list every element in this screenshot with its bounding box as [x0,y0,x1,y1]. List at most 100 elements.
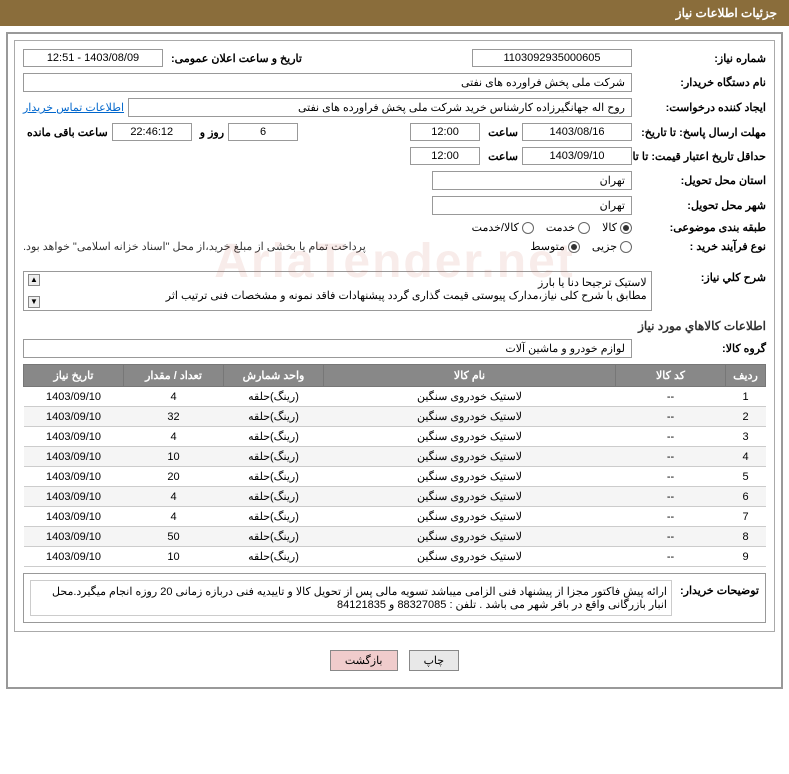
table-cell: 1403/09/10 [24,447,124,467]
buyer-org-value: شرکت ملی پخش فراورده های نفتی [23,73,632,92]
table-row: 8--لاستیک خودروی سنگین(رینگ)حلقه501403/0… [24,527,766,547]
table-cell: لاستیک خودروی سنگین [324,427,616,447]
category-radio-group: کالا خدمت کالا/خدمت [472,221,632,234]
table-cell: لاستیک خودروی سنگین [324,467,616,487]
table-cell: -- [616,487,726,507]
table-cell: 5 [726,467,766,487]
radio-both[interactable]: کالا/خدمت [472,221,534,234]
group-value: لوازم خودرو و ماشین آلات [23,339,632,358]
table-cell: 4 [726,447,766,467]
announce-value: 1403/08/09 - 12:51 [23,49,163,67]
table-cell: 1403/09/10 [24,527,124,547]
table-cell: -- [616,467,726,487]
category-label: طبقه بندی موضوعی: [636,221,766,234]
table-cell: (رینگ)حلقه [224,407,324,427]
scrollbar[interactable]: ▲ ▼ [26,274,40,308]
radio-service-label: خدمت [546,221,575,234]
table-row: 9--لاستیک خودروی سنگین(رینگ)حلقه101403/0… [24,547,766,567]
radio-dot-icon [620,222,632,234]
table-cell: -- [616,527,726,547]
radio-goods[interactable]: کالا [602,221,632,234]
table-cell: 6 [726,487,766,507]
radio-medium[interactable]: متوسط [530,240,580,253]
validity-time: 12:00 [410,147,480,165]
table-cell: 50 [124,527,224,547]
payment-note: پرداخت تمام یا بخشی از مبلغ خرید،از محل … [23,240,366,253]
scroll-down-icon[interactable]: ▼ [28,296,40,308]
buyer-notes-content: ارائه پیش فاکتور مجزا از پیشنهاد فنی الز… [30,580,672,616]
table-cell: (رینگ)حلقه [224,467,324,487]
deadline-label: مهلت ارسال پاسخ: تا تاریخ: [636,126,766,139]
table-cell: لاستیک خودروی سنگین [324,387,616,407]
table-row: 4--لاستیک خودروی سنگین(رینگ)حلقه101403/0… [24,447,766,467]
print-button[interactable]: چاپ [409,650,460,671]
table-row: 5--لاستیک خودروی سنگین(رینگ)حلقه201403/0… [24,467,766,487]
radio-service[interactable]: خدمت [546,221,590,234]
city-value: تهران [432,196,632,215]
details-box: شماره نیاز: 1103092935000605 تاریخ و ساع… [14,40,775,632]
table-cell: 9 [726,547,766,567]
table-cell: 1403/09/10 [24,427,124,447]
goods-section-title: اطلاعات کالاهاي مورد نياز [23,319,766,333]
deadline-date: 1403/08/16 [522,123,632,141]
table-cell: (رینگ)حلقه [224,447,324,467]
desc-title: شرح کلي نياز: [656,271,766,284]
time-label-1: ساعت [484,126,518,139]
days-and-label: روز و [196,126,224,139]
th-name: نام کالا [324,365,616,387]
buyer-notes-label: توضیحات خریدار: [680,580,759,616]
buyer-notes-box: توضیحات خریدار: ارائه پیش فاکتور مجزا از… [23,573,766,623]
table-cell: 8 [726,527,766,547]
days-remaining: 6 [228,123,298,141]
table-cell: لاستیک خودروی سنگین [324,487,616,507]
table-cell: 1403/09/10 [24,467,124,487]
table-cell: لاستیک خودروی سنگین [324,407,616,427]
table-cell: -- [616,447,726,467]
time-remaining: 22:46:12 [112,123,192,141]
group-label: گروه کالا: [636,342,766,355]
table-cell: (رینگ)حلقه [224,507,324,527]
table-cell: 2 [726,407,766,427]
table-cell: 4 [124,427,224,447]
table-cell: 20 [124,467,224,487]
table-cell: لاستیک خودروی سنگین [324,447,616,467]
table-cell: -- [616,507,726,527]
table-cell: (رینگ)حلقه [224,487,324,507]
page-header: جزئیات اطلاعات نیاز [0,0,789,26]
table-cell: -- [616,427,726,447]
table-cell: 1403/09/10 [24,387,124,407]
th-qty: تعداد / مقدار [124,365,224,387]
table-cell: 1403/09/10 [24,507,124,527]
buyer-contact-link[interactable]: اطلاعات تماس خریدار [23,101,124,114]
scroll-up-icon[interactable]: ▲ [28,274,40,286]
table-cell: 4 [124,507,224,527]
table-cell: 32 [124,407,224,427]
table-row: 6--لاستیک خودروی سنگین(رینگ)حلقه41403/09… [24,487,766,507]
table-cell: 3 [726,427,766,447]
page-title: جزئیات اطلاعات نیاز [676,6,777,20]
desc-text: لاستیک ترجیحا دنا یا بارز مطابق با شرح ک… [28,276,647,302]
table-cell: لاستیک خودروی سنگین [324,507,616,527]
city-label: شهر محل تحویل: [636,199,766,212]
table-cell: لاستیک خودروی سنگین [324,547,616,567]
table-cell: (رینگ)حلقه [224,427,324,447]
table-cell: 7 [726,507,766,527]
time-remaining-label: ساعت باقی مانده [23,126,108,139]
table-row: 1--لاستیک خودروی سنگین(رینگ)حلقه41403/09… [24,387,766,407]
process-radio-group: جزیی متوسط [530,240,632,253]
radio-small[interactable]: جزیی [592,240,632,253]
table-row: 7--لاستیک خودروی سنگین(رینگ)حلقه41403/09… [24,507,766,527]
radio-dot-icon [522,222,534,234]
desc-textarea[interactable]: لاستیک ترجیحا دنا یا بارز مطابق با شرح ک… [23,271,652,311]
back-button[interactable]: بازگشت [330,650,398,671]
radio-dot-icon [568,241,580,253]
th-row: ردیف [726,365,766,387]
need-number-value: 1103092935000605 [472,49,632,67]
radio-dot-icon [578,222,590,234]
validity-date: 1403/09/10 [522,147,632,165]
time-label-2: ساعت [484,150,518,163]
table-cell: 4 [124,487,224,507]
table-cell: 10 [124,447,224,467]
th-date: تاریخ نیاز [24,365,124,387]
button-bar: چاپ بازگشت [14,640,775,681]
